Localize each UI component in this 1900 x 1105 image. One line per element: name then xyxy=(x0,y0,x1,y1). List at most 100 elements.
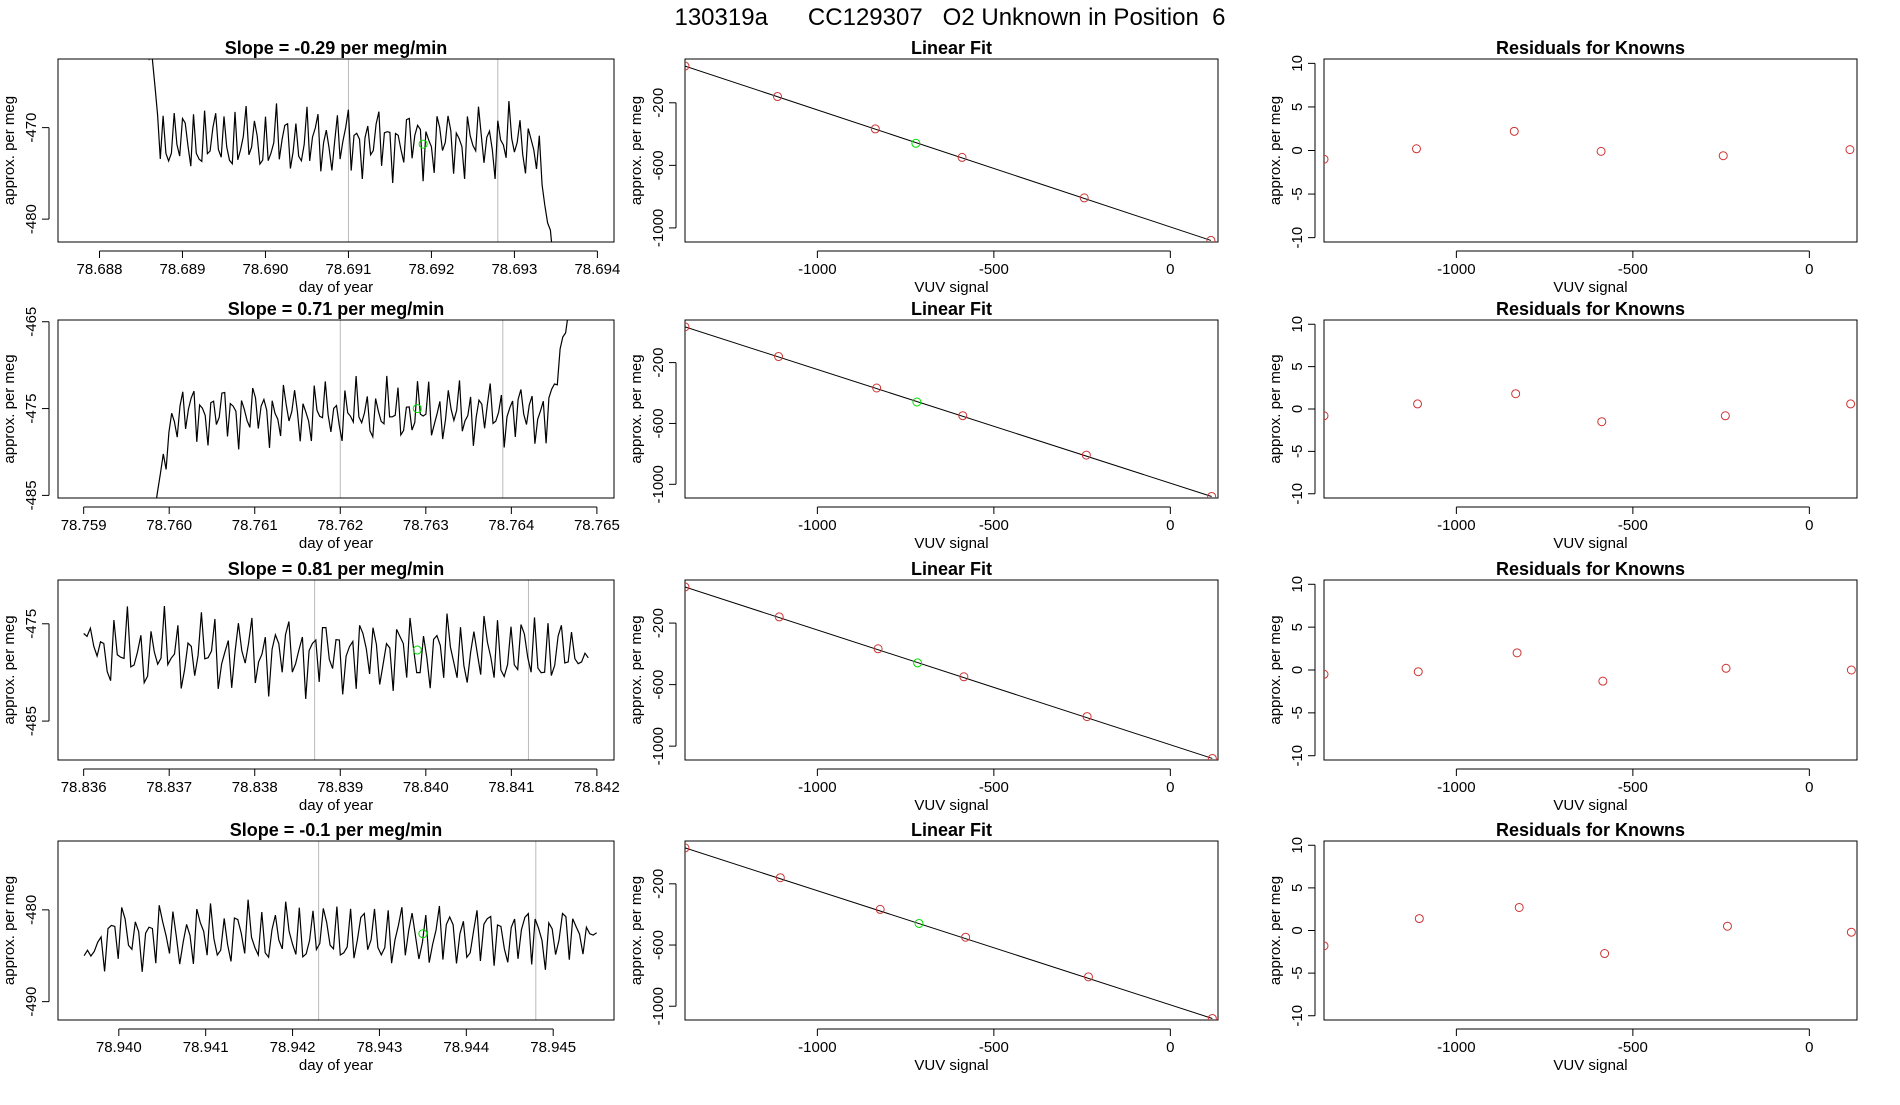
y-tick-label: -1000 xyxy=(650,465,667,503)
fit-line xyxy=(685,847,1213,1019)
plot-frame xyxy=(1323,840,1858,1021)
y-tick-label: -200 xyxy=(650,608,667,638)
x-tick-label: 78.694 xyxy=(574,261,620,278)
residual-point xyxy=(1846,399,1856,409)
y-tick-label: 5 xyxy=(1289,884,1306,892)
unknown-point xyxy=(418,929,428,939)
y-tick-label: -1000 xyxy=(650,987,667,1025)
panel-11: Residuals for Knowns -1000 -500 0 VUV signal… xyxy=(1267,559,1858,814)
x-tick-label: -500 xyxy=(1618,261,1648,278)
y-tick-label: -480 xyxy=(23,895,40,925)
data-trace xyxy=(148,59,553,242)
x-tick-label: 78.759 xyxy=(61,517,107,534)
x-tick-label: 78.692 xyxy=(408,261,454,278)
y-tick-label: -5 xyxy=(1289,187,1306,200)
known-point xyxy=(959,672,969,682)
data-trace xyxy=(155,320,569,498)
unknown-point xyxy=(914,918,924,928)
y-tick-label: -5 xyxy=(1289,966,1306,979)
y-tick-label: -10 xyxy=(1289,483,1306,505)
y-tick-label: 10 xyxy=(1289,837,1306,854)
x-tick-label: 0 xyxy=(1805,779,1813,796)
y-tick-label: 0 xyxy=(1289,405,1306,413)
x-tick-label: -500 xyxy=(1618,779,1648,796)
panel-10: Residuals for Knowns -1000 -500 0 VUV signal… xyxy=(1267,299,1858,552)
y-tick-label: 5 xyxy=(1289,362,1306,370)
residual-point xyxy=(1846,927,1856,937)
data-trace xyxy=(83,605,589,699)
known-point xyxy=(1079,193,1089,203)
residual-point xyxy=(1411,144,1421,154)
y-tick-label: -475 xyxy=(23,394,40,424)
y-tick-label: -600 xyxy=(650,150,667,180)
x-tick-label: 78.760 xyxy=(146,517,192,534)
panel-12: Residuals for Knowns -1000 -500 0 VUV signal… xyxy=(1267,820,1858,1074)
y-tick-label: -485 xyxy=(23,480,40,510)
fit-line xyxy=(685,326,1212,497)
y-axis-label: approx. per meg xyxy=(1,354,18,463)
residual-point xyxy=(1509,126,1519,136)
plot-frame xyxy=(57,579,615,761)
x-axis-label: VUV signal xyxy=(1553,279,1627,296)
x-tick-label: 78.838 xyxy=(232,779,278,796)
known-point xyxy=(775,873,785,883)
x-tick-label: 78.762 xyxy=(317,517,363,534)
x-tick-label: -500 xyxy=(1618,1039,1648,1056)
known-point xyxy=(1207,491,1217,498)
residual-point xyxy=(1414,914,1424,924)
unknown-point xyxy=(418,139,428,149)
panel-title: Residuals for Knowns xyxy=(1496,38,1685,58)
known-point xyxy=(774,352,784,362)
residual-point xyxy=(1596,146,1606,156)
x-axis-label: VUV signal xyxy=(914,797,988,814)
residual-point xyxy=(1846,665,1856,675)
panel-8: Linear Fit -1000 -500 0 VUV signal -1000 -600 -… xyxy=(628,820,1219,1074)
x-axis-label: day of year xyxy=(299,279,373,296)
x-axis-label: day of year xyxy=(299,797,373,814)
residual-point xyxy=(1511,389,1521,399)
plot-frame xyxy=(684,58,1219,243)
y-tick-label: -465 xyxy=(23,307,40,337)
y-tick-label: -10 xyxy=(1289,227,1306,249)
residual-point xyxy=(1413,399,1423,409)
plot-frame xyxy=(684,840,1219,1021)
y-axis-label: approx. per meg xyxy=(1,96,18,205)
panel-title: Linear Fit xyxy=(911,38,992,58)
x-tick-label: -1000 xyxy=(1437,517,1475,534)
known-point xyxy=(1206,235,1216,242)
unknown-point xyxy=(412,645,422,655)
panel-9: Residuals for Knowns -1000 -500 0 VUV signal… xyxy=(1267,38,1858,296)
x-axis-label: VUV signal xyxy=(1553,1057,1627,1074)
panel-title: Linear Fit xyxy=(911,820,992,840)
x-tick-label: 78.940 xyxy=(96,1039,142,1056)
x-tick-label: -500 xyxy=(979,517,1009,534)
plot-frame xyxy=(1323,579,1858,761)
panel-title: Slope = -0.29 per meg/min xyxy=(225,38,448,58)
y-tick-label: -600 xyxy=(650,408,667,438)
x-tick-label: 0 xyxy=(1805,517,1813,534)
y-tick-label: -200 xyxy=(650,869,667,899)
x-tick-label: 78.761 xyxy=(232,517,278,534)
x-tick-label: 78.943 xyxy=(356,1039,402,1056)
x-tick-label: 78.839 xyxy=(317,779,363,796)
plot-area xyxy=(685,582,1217,760)
residual-point xyxy=(1324,669,1329,679)
x-axis-label: VUV signal xyxy=(1553,797,1627,814)
known-point xyxy=(1082,712,1092,722)
y-axis-label: approx. per meg xyxy=(1,615,18,724)
y-axis-label: approx. per meg xyxy=(628,615,645,724)
x-axis-label: VUV signal xyxy=(914,279,988,296)
panel-7: Linear Fit -1000 -500 0 VUV signal -1000 -600 -… xyxy=(628,559,1219,814)
x-axis-label: VUV signal xyxy=(1553,535,1627,552)
x-tick-label: 0 xyxy=(1166,517,1174,534)
known-point xyxy=(685,582,690,592)
x-tick-label: 78.942 xyxy=(270,1039,316,1056)
x-tick-label: 78.689 xyxy=(160,261,206,278)
x-tick-label: 78.941 xyxy=(183,1039,229,1056)
x-tick-label: 78.765 xyxy=(574,517,620,534)
residual-point xyxy=(1512,648,1522,658)
y-tick-label: 5 xyxy=(1289,103,1306,111)
panel-title: Slope = 0.81 per meg/min xyxy=(228,559,445,579)
residual-point xyxy=(1324,941,1329,951)
y-tick-label: -1000 xyxy=(650,209,667,247)
